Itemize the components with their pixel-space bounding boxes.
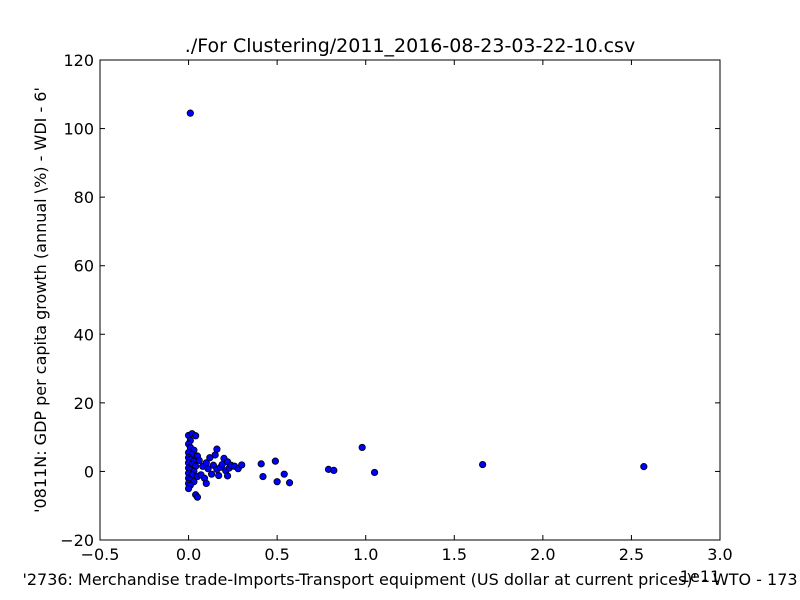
x-tick-label-5: 2.0: [530, 545, 555, 564]
x-tick-label-6: 2.5: [619, 545, 644, 564]
data-point-28: [184, 484, 193, 493]
x-tick-label-4: 1.5: [442, 545, 467, 564]
data-point-44: [215, 471, 223, 480]
x-axis-ticks: −0.5 0.0 0.5 1.0 1.5 2.0 2.5 3.0: [81, 60, 733, 564]
plot-frame: [99, 59, 721, 541]
y-tick-label-6: 100: [63, 120, 94, 139]
data-point-67: [640, 463, 648, 471]
data-point-61: [285, 479, 294, 487]
data-point-37: [204, 465, 212, 473]
data-point-41: [211, 451, 219, 459]
data-point-56: [257, 460, 265, 468]
x-tick-label-3: 1.0: [353, 545, 378, 564]
y-tick-label-2: 20: [74, 394, 94, 413]
y-tick-label-3: 40: [74, 325, 94, 344]
chart-title: ./For Clustering/2011_2016-08-23-03-22-1…: [185, 35, 635, 57]
x-tick-label-7: 3.0: [707, 545, 732, 564]
y-axis-ticks: −20 0 20 40 60 80 100 120: [60, 51, 720, 550]
data-point-31: [195, 456, 203, 465]
data-point-3: [192, 432, 200, 440]
data-point-60: [280, 470, 288, 478]
y-tick-label-7: 120: [63, 51, 94, 70]
data-point-66: [479, 460, 487, 469]
y-axis-label: '0811N: GDP per capita growth (annual \%…: [31, 87, 50, 513]
data-point-50: [223, 472, 232, 480]
data-point-59: [273, 478, 281, 486]
data-point-30: [193, 493, 202, 501]
data-point-58: [271, 457, 279, 465]
data-point-65: [370, 468, 379, 477]
x-tick-label-0: −0.5: [81, 545, 120, 564]
y-tick-label-5: 80: [74, 188, 94, 207]
data-point-63: [330, 466, 338, 474]
data-point-0: [186, 109, 194, 117]
y-tick-label-1: 0: [84, 462, 94, 481]
y-tick-label-0: −20: [60, 531, 94, 550]
data-point-43: [213, 445, 221, 453]
points-layer: [184, 109, 648, 501]
data-point-57: [259, 472, 267, 481]
x-tick-label-1: 0.0: [176, 545, 201, 564]
y-tick-label-4: 60: [74, 257, 94, 276]
x-axis-label: '2736: Merchandise trade-Imports-Transpo…: [22, 570, 797, 589]
data-point-39: [208, 470, 216, 478]
x-axis-offset-label: 1e11: [680, 567, 720, 586]
x-tick-label-2: 0.5: [264, 545, 289, 564]
data-point-36: [202, 479, 210, 488]
data-point-64: [358, 443, 366, 452]
data-point-55: [238, 461, 246, 469]
